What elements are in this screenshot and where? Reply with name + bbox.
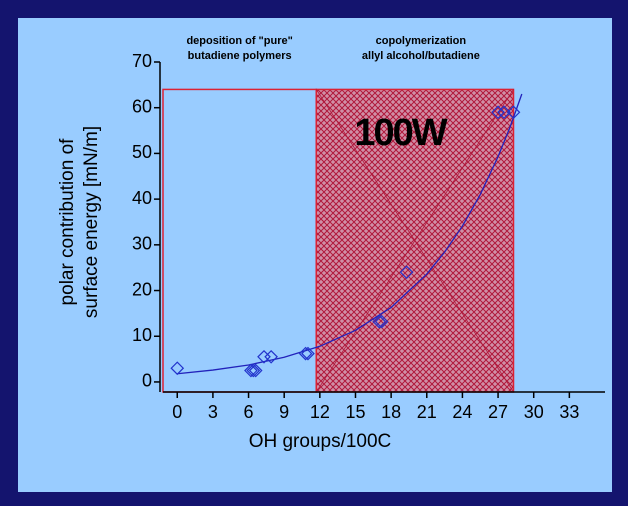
- x-tick-label: 33: [559, 402, 579, 422]
- y-tick-label: 30: [132, 234, 152, 254]
- region-diagonal: [315, 89, 514, 393]
- data-point: [491, 105, 505, 120]
- x-axis-label: OH groups/100C: [249, 431, 392, 452]
- region-label: copolymerization: [376, 35, 467, 47]
- data-point: [170, 361, 185, 376]
- region-label: butadiene polymers: [188, 50, 292, 62]
- x-tick-label: 30: [524, 402, 544, 422]
- data-point: [257, 349, 271, 364]
- y-tick-label: 70: [132, 51, 152, 71]
- annotation: 100W: [354, 112, 447, 154]
- data-point: [506, 105, 521, 120]
- x-tick-label: 0: [172, 402, 182, 422]
- data-point: [374, 314, 389, 329]
- y-tick-label: 50: [132, 142, 152, 162]
- y-axis-label: surface energy [mN/m]: [81, 126, 102, 318]
- region-label: allyl alcohol/butadiene: [362, 50, 480, 62]
- data-point: [497, 105, 511, 120]
- x-tick-label: 3: [208, 402, 218, 422]
- data-point: [298, 346, 313, 361]
- x-tick-label: 6: [244, 402, 254, 422]
- fit-line: [177, 93, 523, 375]
- data-point: [246, 363, 261, 378]
- y-axis-label: polar contribution of: [57, 138, 78, 306]
- x-tick-label: 24: [452, 402, 472, 422]
- data-point: [264, 349, 278, 364]
- x-tick-label: 27: [488, 402, 508, 422]
- y-tick-label: 0: [142, 371, 152, 391]
- region-label: deposition of "pure": [186, 35, 292, 47]
- y-tick-label: 60: [132, 96, 152, 116]
- x-tick-label: 21: [417, 402, 437, 422]
- data-point: [244, 363, 258, 378]
- x-tick-label: 12: [310, 402, 330, 422]
- data-point: [372, 314, 387, 329]
- x-tick-label: 9: [279, 402, 289, 422]
- data-point: [399, 265, 414, 280]
- data-point: [248, 363, 263, 378]
- y-tick-label: 10: [132, 325, 152, 345]
- data-point: [301, 346, 315, 361]
- x-tick-label: 15: [345, 402, 365, 422]
- y-tick-label: 40: [132, 188, 152, 208]
- x-tick-label: 18: [381, 402, 401, 422]
- y-tick-label: 20: [132, 279, 152, 299]
